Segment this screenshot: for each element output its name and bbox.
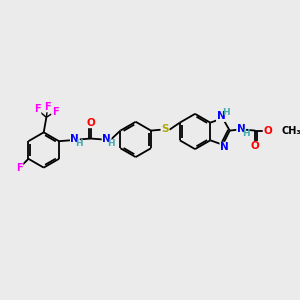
Text: N: N <box>237 124 246 134</box>
Text: H: H <box>242 129 249 138</box>
Text: F: F <box>44 102 51 112</box>
Text: H: H <box>222 108 230 117</box>
Text: CH₃: CH₃ <box>282 126 300 136</box>
Text: N: N <box>220 142 229 152</box>
Text: H: H <box>76 139 83 148</box>
Text: O: O <box>263 126 272 136</box>
Text: H: H <box>107 139 115 148</box>
Text: O: O <box>86 118 95 128</box>
Text: S: S <box>161 124 169 134</box>
Text: N: N <box>102 134 111 144</box>
Text: F: F <box>34 104 41 114</box>
Text: O: O <box>251 142 260 152</box>
Text: F: F <box>52 107 59 117</box>
Text: N: N <box>70 134 79 144</box>
Text: F: F <box>16 163 23 172</box>
Text: N: N <box>217 112 225 122</box>
